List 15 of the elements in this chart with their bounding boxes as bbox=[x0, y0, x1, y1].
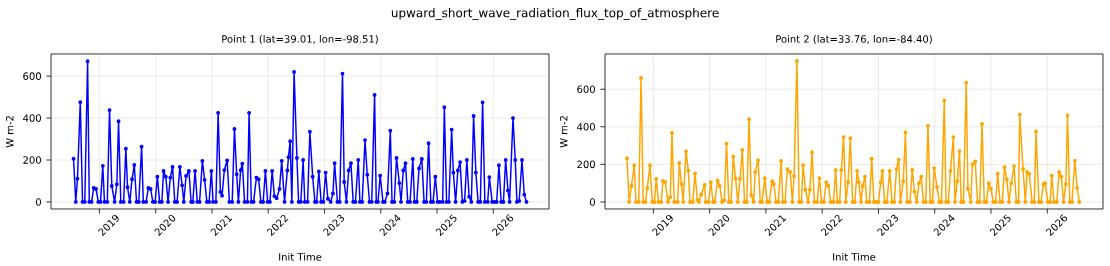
x-axis-title: Init Time bbox=[279, 252, 322, 261]
y-tick-label: 200 bbox=[577, 160, 595, 169]
y-tick-label: 400 bbox=[23, 114, 41, 122]
y-tick-label: 0 bbox=[589, 198, 595, 206]
y-axis-title: W m-2 bbox=[559, 116, 568, 148]
chart-title: Point 1 (lat=39.01, lon=-98.51) bbox=[222, 35, 378, 44]
y-tick-label: 600 bbox=[577, 85, 595, 93]
chart-title: Point 2 (lat=33.76, lon=-84.40) bbox=[776, 35, 932, 44]
x-axis-title: Init Time bbox=[833, 252, 876, 261]
y-axis-title: W m-2 bbox=[5, 116, 14, 148]
y-tick-label: 600 bbox=[23, 72, 41, 80]
y-tick-label: 400 bbox=[577, 123, 595, 131]
y-tick-label: 200 bbox=[23, 156, 41, 164]
y-tick-label: 0 bbox=[35, 198, 41, 206]
text: upward_short_wave_radiation_flux_top_of_atmosphere bbox=[391, 8, 719, 20]
